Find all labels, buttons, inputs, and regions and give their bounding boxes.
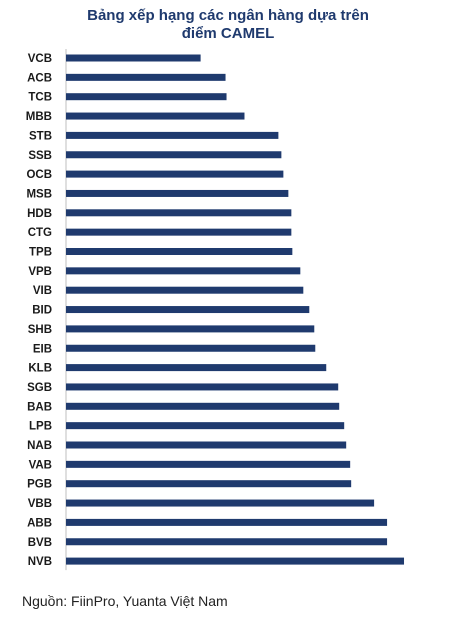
- bank-label-bab: BAB: [27, 401, 52, 413]
- bank-label-nvb: NVB: [28, 556, 52, 568]
- bank-label-ssb: SSB: [28, 150, 52, 162]
- bank-label-sgb: SGB: [27, 382, 52, 394]
- bar-pgb: [66, 480, 352, 488]
- bar-vcb: [66, 54, 201, 62]
- bar-vab: [66, 460, 351, 468]
- bank-label-lpb: LPB: [29, 421, 52, 433]
- bar-acb: [66, 73, 226, 81]
- bar-klb: [66, 364, 327, 372]
- bank-label-pgb: PGB: [27, 479, 52, 491]
- bar-vib: [66, 286, 304, 294]
- bank-label-vpb: VPB: [28, 266, 52, 278]
- bar-vbb: [66, 499, 375, 507]
- bar-nvb: [66, 557, 405, 565]
- bank-label-acb: ACB: [27, 72, 52, 84]
- bar-ssb: [66, 151, 282, 159]
- bank-label-ocb: OCB: [26, 169, 52, 181]
- bar-eib: [66, 344, 316, 352]
- bar-lpb: [66, 422, 345, 430]
- bar-bvb: [66, 538, 388, 546]
- bar-sgb: [66, 383, 339, 391]
- bank-label-vcb: VCB: [28, 53, 52, 65]
- bank-label-stb: STB: [29, 130, 52, 142]
- bank-label-bvb: BVB: [28, 537, 52, 549]
- bank-label-vab: VAB: [29, 459, 52, 471]
- chart-title-line-1: Bảng xếp hạng các ngân hàng dựa trên: [87, 7, 369, 24]
- bank-label-mbb: MBB: [26, 111, 52, 123]
- bank-label-shb: SHB: [28, 324, 52, 336]
- bank-label-nab: NAB: [27, 440, 52, 452]
- bank-label-ctg: CTG: [28, 227, 52, 239]
- bar-shb: [66, 325, 315, 333]
- bar-ctg: [66, 228, 292, 236]
- bar-vpb: [66, 267, 301, 275]
- bank-label-hdb: HDB: [27, 208, 52, 220]
- bank-label-eib: EIB: [33, 343, 52, 355]
- bank-label-msb: MSB: [26, 188, 52, 200]
- source-note: Nguồn: FiinPro, Yuanta Việt Nam: [22, 593, 228, 609]
- bank-label-vib: VIB: [33, 285, 52, 297]
- bar-ocb: [66, 170, 284, 178]
- chart-title-line-2: điểm CAMEL: [181, 25, 275, 42]
- bank-label-tcb: TCB: [28, 92, 52, 104]
- bar-mbb: [66, 112, 245, 120]
- bar-stb: [66, 131, 279, 139]
- bar-hdb: [66, 209, 292, 217]
- bank-label-vbb: VBB: [28, 498, 52, 510]
- bar-tpb: [66, 248, 293, 255]
- bank-label-klb: KLB: [28, 363, 52, 375]
- bar-bab: [66, 402, 340, 410]
- bar-tcb: [66, 93, 227, 101]
- bar-bid: [66, 306, 310, 314]
- bank-label-abb: ABB: [27, 517, 52, 529]
- chart-title: Bảng xếp hạng các ngân hàng dựa trên điể…: [0, 7, 456, 43]
- bar-chart: VCB ACB TCB MBB STB SSB OCB MSB HDB CTG TPB VPB VIB B…: [26, 49, 405, 571]
- bank-label-tpb: TPB: [29, 247, 52, 259]
- bar-abb: [66, 518, 388, 526]
- bar-nab: [66, 441, 347, 449]
- bar-msb: [66, 189, 289, 197]
- bank-label-bid: BID: [32, 305, 52, 317]
